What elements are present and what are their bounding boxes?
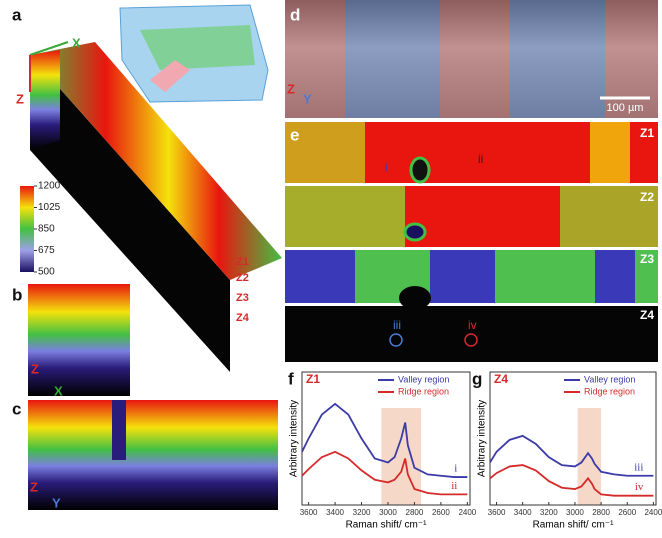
series-line <box>301 450 468 496</box>
x-tick-label: 3200 <box>353 508 371 517</box>
y-axis-label: Arbitrary intensity <box>289 400 300 477</box>
x-tick-label: 3000 <box>379 508 397 517</box>
sem-image <box>285 0 658 118</box>
chart-title: Z4 <box>494 372 508 386</box>
map-region <box>595 250 635 303</box>
series-line <box>489 464 654 497</box>
marker-label: i <box>385 160 388 174</box>
map-region <box>285 122 365 183</box>
layer-label: Z3 <box>236 292 249 304</box>
x-tick-label: 3600 <box>300 508 318 517</box>
x-tick-label: 2800 <box>406 508 424 517</box>
colorbar <box>20 186 34 272</box>
plot-frame <box>301 371 471 506</box>
ridge-overlay <box>440 0 510 118</box>
colorbar-label: 1200 <box>38 181 61 192</box>
axis-label: X <box>54 383 63 398</box>
panel-label: a <box>12 5 22 24</box>
x-tick-label: 2400 <box>458 508 476 517</box>
x-axis-label: Raman shift/ cm⁻¹ <box>533 520 615 531</box>
series-end-label: iii <box>634 461 643 473</box>
marker-label: ii <box>478 152 483 166</box>
ridge-overlay <box>285 0 345 118</box>
map-spot <box>403 222 427 242</box>
legend-label: Ridge region <box>398 386 449 396</box>
axis-label: Z <box>16 91 24 106</box>
layer-label: Z2 <box>236 272 249 284</box>
slab-end <box>30 50 60 150</box>
slab-top <box>30 42 282 280</box>
marker-label: iv <box>468 318 477 332</box>
series-end-label: i <box>454 463 457 475</box>
panel-label: f <box>288 369 294 388</box>
series-end-label: ii <box>451 480 457 492</box>
slab-front <box>30 55 230 372</box>
map-spot <box>399 286 431 310</box>
colorbar-label: 850 <box>38 224 55 235</box>
axis-label: X <box>72 35 81 50</box>
row-label: Z4 <box>640 308 654 322</box>
colorbar-label: 675 <box>38 245 55 256</box>
layer-label: Z4 <box>236 312 250 324</box>
axis-label: Z <box>30 479 38 494</box>
image-c <box>28 400 278 510</box>
image-c-valley <box>112 400 126 460</box>
x-tick-label: 3000 <box>566 508 584 517</box>
series-line <box>489 434 654 477</box>
panel-label: b <box>12 285 22 304</box>
series-line <box>301 402 468 478</box>
legend-label: Ridge region <box>584 386 635 396</box>
axis-label: Z <box>287 81 295 96</box>
inset-arrow <box>150 60 190 92</box>
x-tick-label: 3400 <box>514 508 532 517</box>
marker <box>464 333 478 347</box>
map-region <box>430 250 495 303</box>
valley-overlay <box>510 0 605 118</box>
scale-bar-label: 100 µm <box>607 102 644 114</box>
series-end-label: iv <box>635 481 644 493</box>
axis-label: Z <box>31 361 39 376</box>
legend-label: Valley region <box>398 374 449 384</box>
layer-label: Z1 <box>236 256 249 268</box>
valley-overlay <box>345 0 440 118</box>
highlight-band <box>577 408 602 505</box>
marker-label: iii <box>393 318 401 332</box>
axis-label: Y <box>52 495 61 510</box>
colorbar-label: 1025 <box>38 202 61 213</box>
row-label: Z3 <box>640 252 654 266</box>
x-tick-label: 3200 <box>540 508 558 517</box>
panel-label: c <box>12 399 21 418</box>
colorbar-label: 500 <box>38 267 55 278</box>
panel-label: e <box>290 125 299 144</box>
row-label: Z2 <box>640 190 654 204</box>
x-tick-label: 2400 <box>644 508 662 517</box>
map-region <box>285 250 355 303</box>
x-tick-label: 2800 <box>592 508 610 517</box>
marker <box>389 333 403 347</box>
panel-label: g <box>472 369 482 388</box>
ridge-overlay <box>605 0 658 118</box>
map-spot <box>409 156 431 184</box>
map-region <box>560 186 658 247</box>
x-tick-label: 3400 <box>326 508 344 517</box>
x-tick-label: 3600 <box>488 508 506 517</box>
map-region <box>590 122 630 183</box>
map-region <box>285 186 405 247</box>
x-axis-label: Raman shift/ cm⁻¹ <box>346 520 428 531</box>
chart-title: Z1 <box>306 372 320 386</box>
x-tick-label: 2600 <box>432 508 450 517</box>
image-b <box>28 284 130 396</box>
legend-label: Valley region <box>584 374 635 384</box>
axis-x <box>29 41 69 56</box>
highlight-band <box>381 408 422 505</box>
plot-frame <box>489 371 657 506</box>
axis-label: Y <box>303 91 312 106</box>
x-tick-label: 2600 <box>618 508 636 517</box>
panel-label: d <box>290 5 300 24</box>
row-label: Z1 <box>640 126 654 140</box>
inset-layer <box>140 25 255 70</box>
y-axis-label: Arbitrary intensity <box>477 400 488 477</box>
